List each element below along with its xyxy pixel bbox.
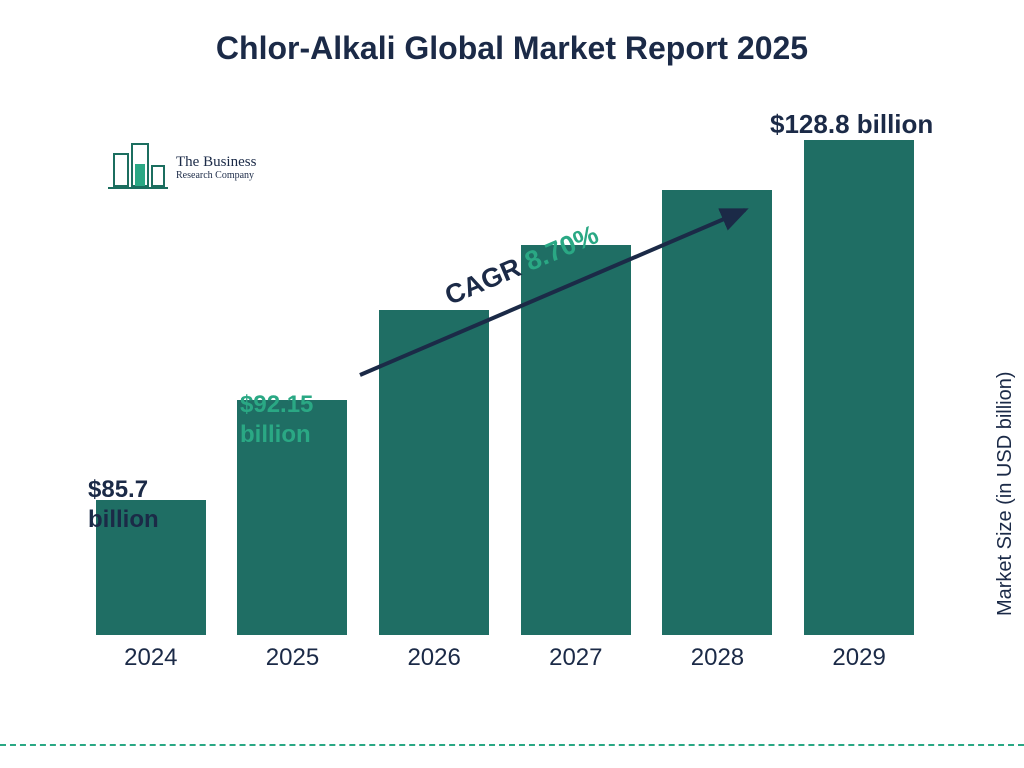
chart-container: Chlor-Alkali Global Market Report 2025 T… — [0, 0, 1024, 768]
chart-title: Chlor-Alkali Global Market Report 2025 — [0, 0, 1024, 67]
x-tick-label: 2028 — [662, 644, 772, 672]
x-tick-label: 2024 — [96, 644, 206, 672]
bar — [804, 140, 914, 635]
bar — [379, 310, 489, 635]
x-tick-label: 2027 — [521, 644, 631, 672]
bar — [662, 190, 772, 635]
bar-slot — [521, 245, 631, 635]
x-tick-label: 2025 — [237, 644, 347, 672]
y-axis-label: Market Size (in USD billion) — [995, 372, 1018, 617]
value-label: $92.15billion — [240, 390, 313, 450]
bar-slot — [662, 190, 772, 635]
bars-row — [80, 125, 930, 635]
bar-slot — [804, 140, 914, 635]
value-label: $128.8 billion — [770, 108, 933, 141]
bottom-dashed-border — [0, 744, 1024, 746]
chart-area: 2024 2025 2026 2027 2028 2029 — [80, 120, 930, 690]
value-label: $85.7billion — [88, 475, 159, 535]
x-tick-label: 2029 — [804, 644, 914, 672]
x-tick-label: 2026 — [379, 644, 489, 672]
bar — [521, 245, 631, 635]
x-axis-labels: 2024 2025 2026 2027 2028 2029 — [80, 644, 930, 672]
bar-slot — [379, 310, 489, 635]
